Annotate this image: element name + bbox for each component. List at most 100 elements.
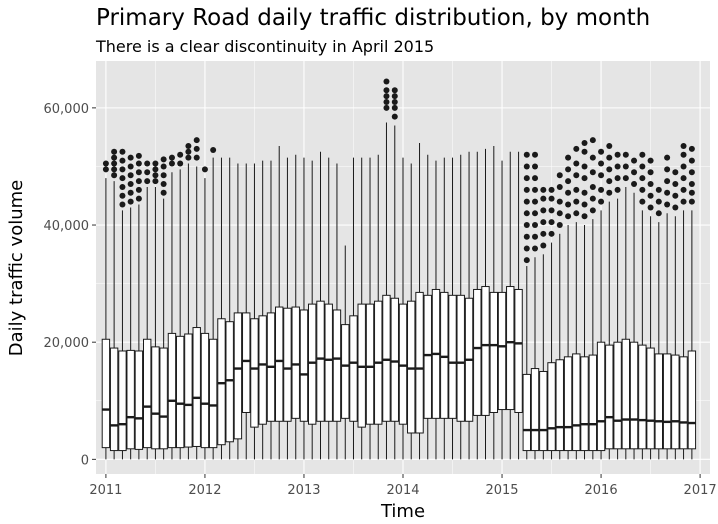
box-group (126, 154, 135, 460)
box-body (208, 338, 218, 449)
box-body (423, 294, 432, 419)
outlier-point (606, 166, 613, 173)
outlier-point (614, 151, 621, 158)
box-body (654, 353, 664, 450)
outlier-point (672, 181, 679, 188)
outlier-point (598, 186, 605, 193)
outlier-point (622, 163, 629, 170)
box-group (184, 142, 193, 460)
outlier-point (185, 142, 192, 149)
box-group (382, 78, 391, 460)
box-body (283, 307, 292, 422)
outlier-point (111, 160, 118, 167)
box-group (431, 160, 441, 460)
y-axis-title: Daily traffic volume (6, 180, 27, 356)
box-group (671, 169, 680, 460)
outlier-point (548, 186, 555, 193)
x-tick-label: 2014 (386, 483, 419, 498)
outlier-point (160, 189, 167, 196)
outlier-point (581, 140, 588, 147)
box-group (266, 160, 276, 460)
outlier-point (606, 189, 613, 196)
box-group (547, 186, 556, 460)
outlier-point (548, 195, 555, 202)
outlier-point (102, 160, 109, 167)
box-body (621, 338, 631, 450)
outlier-point (672, 192, 679, 199)
box-group (456, 154, 465, 460)
outlier-point (201, 166, 208, 173)
outlier-point (391, 99, 398, 106)
box-body (671, 354, 680, 450)
outlier-point (111, 172, 118, 179)
box-body (646, 347, 655, 450)
box-group (514, 151, 523, 460)
outlier-point (688, 189, 695, 196)
box-group (407, 163, 416, 460)
outlier-point (573, 160, 580, 167)
box-group (134, 152, 144, 460)
box-group (687, 145, 697, 460)
outlier-point (160, 172, 167, 179)
box-group (654, 186, 664, 460)
box-group (646, 157, 655, 460)
outlier-point (565, 154, 572, 161)
outlier-point (185, 154, 192, 161)
box-group (283, 157, 292, 460)
outlier-point (523, 151, 530, 158)
y-tick-label: 40,000 (44, 219, 90, 234)
box-group (324, 157, 333, 460)
box-body (159, 347, 168, 450)
box-group (555, 172, 564, 460)
outlier-point (581, 189, 588, 196)
box-group (638, 151, 647, 460)
outlier-point (532, 163, 539, 170)
x-tick-label: 2017 (684, 483, 717, 498)
box-body (118, 350, 127, 452)
box-body (596, 341, 606, 452)
x-axis-title: Time (380, 501, 425, 522)
outlier-point (532, 151, 539, 158)
outlier-point (680, 142, 687, 149)
outlier-point (688, 181, 695, 188)
outlier-point (647, 181, 654, 188)
outlier-point (540, 242, 547, 249)
box-body (555, 359, 564, 452)
outlier-point (680, 163, 687, 170)
box-group (167, 154, 177, 460)
outlier-point (135, 169, 142, 176)
outlier-point (639, 186, 646, 193)
outlier-point (532, 198, 539, 205)
box-body (539, 370, 548, 452)
outlier-point (565, 178, 572, 185)
outlier-point (639, 151, 646, 158)
outlier-point (119, 192, 126, 199)
outlier-point (168, 160, 175, 167)
outlier-point (672, 204, 679, 211)
outlier-point (127, 181, 134, 188)
y-axis: 0 20,000 40,000 60,000 (44, 102, 96, 468)
x-tick-label: 2016 (585, 483, 618, 498)
outlier-point (573, 172, 580, 179)
box-group (539, 186, 548, 460)
outlier-point (391, 113, 398, 120)
outlier-point (548, 230, 555, 237)
outlier-point (556, 172, 563, 179)
box-group (208, 147, 218, 460)
box-body (316, 300, 325, 422)
outlier-point (680, 151, 687, 158)
outlier-point (540, 230, 547, 237)
outlier-point (614, 186, 621, 193)
outlier-point (102, 166, 109, 173)
outlier-point (160, 181, 167, 188)
box-body (481, 286, 490, 416)
outlier-point (639, 175, 646, 182)
box-group (398, 157, 408, 460)
outlier-point (589, 169, 596, 176)
outlier-point (135, 186, 142, 193)
box-body (514, 288, 523, 413)
outlier-point (680, 186, 687, 193)
outlier-point (532, 186, 539, 193)
x-tick-label: 2013 (287, 483, 320, 498)
outlier-point (548, 207, 555, 214)
